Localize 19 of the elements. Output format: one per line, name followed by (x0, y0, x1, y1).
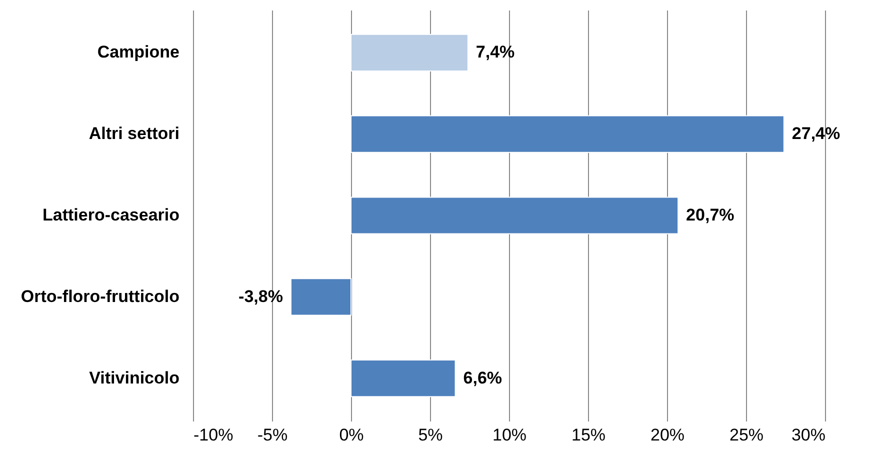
y-tick-label: Altri settori (88, 124, 180, 144)
x-tick-label: 20% (650, 426, 685, 444)
x-tick-label: 5% (418, 426, 443, 444)
x-tick-label: 15% (571, 426, 606, 444)
x-tick-label: -10% (194, 426, 234, 444)
y-tick-label: Lattiero-caseario (42, 206, 180, 224)
x-tick-label: 0% (339, 426, 364, 444)
data-label: 27,4% (792, 124, 840, 144)
x-tick-label: 30% (791, 426, 826, 444)
y-tick-label: Vitivinicolo (89, 368, 180, 388)
data-label: -3,8% (238, 286, 283, 306)
x-tick-label: -5% (257, 426, 288, 444)
data-label: 20,7% (686, 206, 734, 224)
x-tick-label: 25% (729, 426, 764, 444)
x-tick-label: 10% (492, 426, 527, 444)
data-label: 6,6% (463, 368, 502, 388)
y-tick-label: Campione (97, 42, 180, 62)
y-tick-label: Orto-floro-frutticolo (20, 286, 180, 306)
data-label: 7,4% (476, 42, 515, 62)
